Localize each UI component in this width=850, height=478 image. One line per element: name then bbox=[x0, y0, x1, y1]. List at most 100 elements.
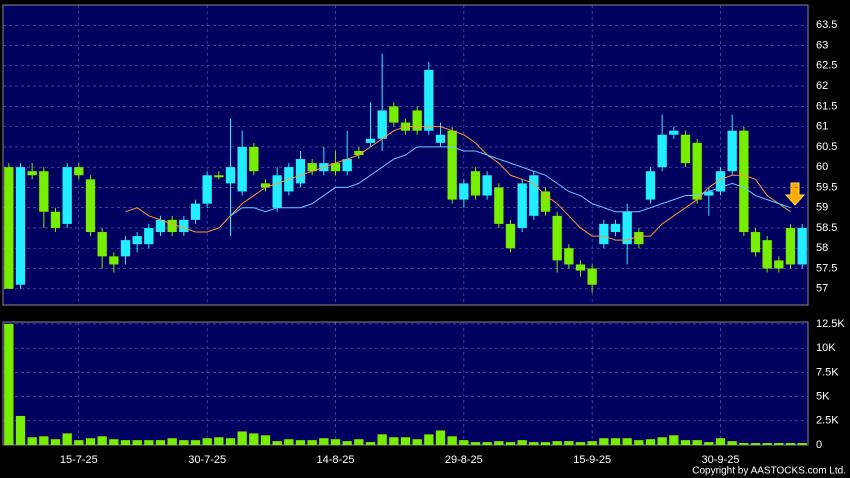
candle-body bbox=[599, 223, 609, 245]
candle-body bbox=[797, 227, 807, 265]
candle-body bbox=[225, 167, 236, 184]
candle-body bbox=[97, 232, 107, 257]
volume-bar bbox=[435, 430, 446, 445]
candle-body bbox=[587, 268, 597, 285]
volume-bar bbox=[389, 437, 399, 445]
copyright: Copyright by AASTOCKS.com Ltd. bbox=[692, 466, 846, 477]
y-tick-label: 12.5K bbox=[816, 318, 845, 330]
candle-body bbox=[109, 256, 119, 265]
y-tick-label: 59 bbox=[816, 202, 828, 214]
y-tick-label: 57 bbox=[816, 283, 828, 295]
volume-bar bbox=[575, 442, 586, 445]
candle-body bbox=[575, 264, 586, 271]
volume-bar bbox=[669, 435, 679, 445]
x-tick-label: 30-7-25 bbox=[188, 454, 226, 466]
candle-body bbox=[202, 175, 212, 204]
volume-bar bbox=[482, 442, 492, 445]
y-tick-label: 63 bbox=[816, 39, 828, 51]
volume-bar bbox=[15, 415, 26, 445]
candle-body bbox=[167, 219, 177, 233]
volume-bar bbox=[634, 440, 644, 445]
volume-bar bbox=[505, 442, 516, 445]
volume-bar bbox=[249, 433, 259, 445]
candle-body bbox=[4, 167, 14, 289]
volume-bar bbox=[284, 439, 294, 445]
volume-bar bbox=[27, 437, 37, 445]
volume-bar bbox=[260, 435, 271, 445]
volume-bar bbox=[400, 437, 411, 445]
x-tick-label: 30-9-25 bbox=[702, 454, 740, 466]
candle-body bbox=[645, 171, 656, 200]
candle-body bbox=[260, 183, 271, 188]
candle-body bbox=[39, 171, 49, 212]
volume-panel bbox=[2, 321, 809, 446]
volume-bar bbox=[295, 440, 306, 445]
candle-body bbox=[272, 175, 282, 208]
candle-body bbox=[470, 171, 481, 196]
volume-bar bbox=[39, 436, 49, 445]
volume-bar bbox=[610, 438, 621, 445]
volume-bar bbox=[237, 431, 247, 445]
candle-body bbox=[50, 211, 61, 228]
volume-bar bbox=[774, 443, 784, 445]
y-tick-label: 62 bbox=[816, 80, 828, 92]
volume-bar bbox=[354, 439, 364, 445]
y-tick-label: 60 bbox=[816, 161, 828, 173]
volume-bar bbox=[517, 440, 527, 445]
volume-bar bbox=[564, 441, 574, 445]
y-tick-label: 58 bbox=[816, 242, 828, 254]
candle-body bbox=[295, 159, 306, 184]
candle-body bbox=[15, 167, 26, 285]
y-tick-label: 2.5K bbox=[816, 415, 839, 427]
volume-bar bbox=[540, 442, 551, 445]
moving-average-line bbox=[125, 126, 791, 241]
volume-bar bbox=[785, 443, 796, 445]
y-tick-label: 60.5 bbox=[816, 141, 837, 153]
volume-bar bbox=[179, 440, 189, 445]
candle-body bbox=[774, 260, 784, 269]
x-tick-label: 14-8-25 bbox=[317, 454, 355, 466]
candle-body bbox=[132, 236, 142, 245]
volume-bar bbox=[552, 441, 562, 445]
volume-bar bbox=[307, 440, 317, 445]
candle-body bbox=[447, 130, 457, 200]
volume-bar bbox=[704, 442, 714, 445]
volume-bar bbox=[225, 438, 236, 445]
volume-bar bbox=[692, 440, 702, 445]
candle-body bbox=[669, 130, 679, 135]
volume-bar bbox=[155, 440, 166, 445]
volume-bar bbox=[424, 434, 434, 445]
candle-body bbox=[62, 167, 72, 224]
volume-bar bbox=[202, 438, 212, 445]
candle-body bbox=[377, 110, 387, 139]
volume-bar bbox=[120, 440, 131, 445]
candle-body bbox=[540, 191, 551, 212]
candle-body bbox=[342, 159, 352, 172]
candle-body bbox=[237, 146, 247, 192]
candle-body bbox=[739, 130, 749, 233]
y-tick-label: 5K bbox=[816, 390, 830, 402]
candle-body bbox=[785, 227, 796, 265]
volume-bar bbox=[412, 439, 422, 445]
candle-body bbox=[27, 171, 37, 176]
volume-bar bbox=[50, 439, 61, 445]
candle-body bbox=[365, 138, 376, 143]
volume-bar bbox=[167, 438, 177, 445]
x-tick-label: 15-9-25 bbox=[573, 454, 611, 466]
volume-bar bbox=[470, 442, 481, 445]
candle-body bbox=[459, 183, 469, 200]
y-tick-label: 62.5 bbox=[816, 60, 837, 72]
candle-body bbox=[74, 167, 84, 176]
volume-bar bbox=[330, 439, 341, 445]
candle-body bbox=[412, 110, 422, 131]
candle-body bbox=[214, 175, 224, 178]
volume-bar bbox=[272, 441, 282, 445]
volume-bar bbox=[622, 438, 632, 445]
candle-body bbox=[155, 219, 166, 233]
candle-body bbox=[190, 203, 201, 220]
volume-bar bbox=[599, 438, 609, 445]
y-tick-label: 57.5 bbox=[816, 262, 837, 274]
candle-body bbox=[622, 211, 632, 245]
candle-body bbox=[634, 232, 644, 245]
